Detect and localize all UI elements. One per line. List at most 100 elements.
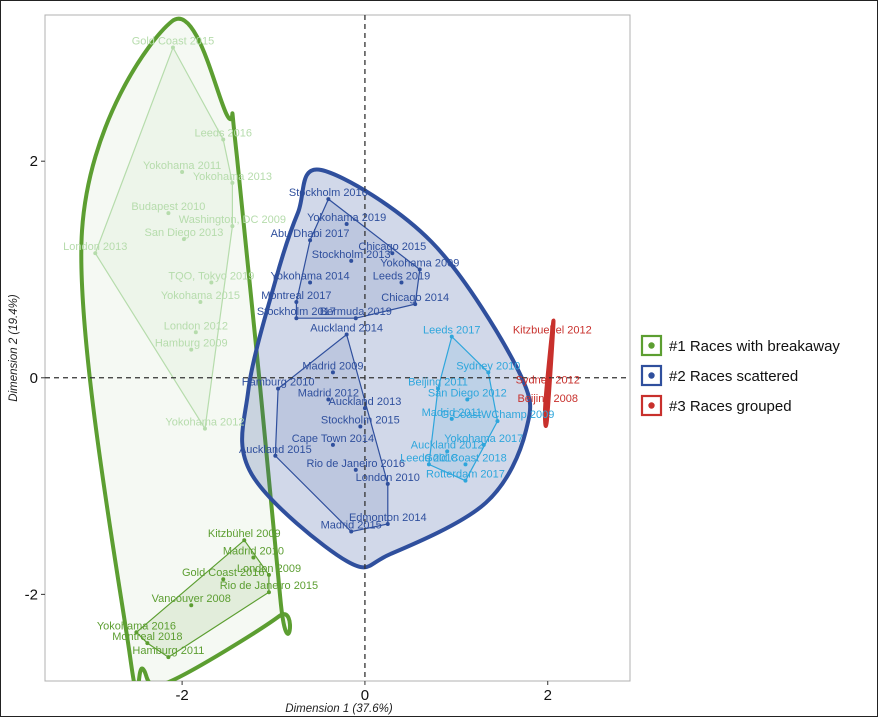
point-bermuda-2019 [353,316,358,321]
point-cape-town-2014 [330,442,335,447]
y-tick-label: 0 [30,370,38,387]
point-yokohama-2017 [481,442,486,447]
point-label-stockholm-2016: Stockholm 2016 [289,187,368,199]
point-label-montreal-2018: Montreal 2018 [112,631,182,643]
point-madrid-2015 [349,529,354,534]
point-label-rio-de-janeiro-2016: Rio de Janeiro 2016 [307,458,405,470]
point-label-madrid-2015: Madrid 2015 [321,520,382,532]
point-label-beijing-2008: Beijing 2008 [517,393,578,405]
x-tick-label: -2 [175,687,188,704]
point-label-stockholm-2015: Stockholm 2015 [321,415,400,427]
point-chicago-2014 [413,302,418,307]
point-label-yokohama-2014: Yokohama 2014 [271,270,350,282]
point-yokohama-2012 [202,426,207,431]
point-label-yokohama-2015: Yokohama 2015 [161,290,240,302]
point-sydney-2010 [486,370,491,375]
point-label-tqo-tokyo-2019: TQO, Tokyo 2019 [168,270,254,282]
point-beijing-2011 [436,386,441,391]
point-gold-coast-2018 [463,462,468,467]
point-label-san-diego-2013: San Diego 2013 [144,227,223,239]
point-label-madrid-2012: Madrid 2012 [298,387,359,399]
point-auckland-2012 [445,449,450,454]
point-stockholm-2016 [326,197,331,202]
point-label-rotterdam-2017: Rotterdam 2017 [426,469,505,481]
point-budapest-2010 [166,211,171,216]
point-hamburg-2010 [276,386,281,391]
point-label-gold-coast-2015: Gold Coast 2015 [132,35,215,47]
cluster-2-boundary [240,167,533,570]
point-sydney-2012 [545,384,550,389]
point-label-leeds-2017: Leeds 2017 [423,325,481,337]
point-madrid-2010 [251,555,256,560]
point-label-gold-coast-2018: Gold Coast 2018 [424,452,507,464]
point-auckland-2014 [344,332,349,337]
point-beijing-2008 [545,402,550,407]
point-label-leeds-2016: Leeds 2016 [194,128,252,140]
point-label-madrid-2010: Madrid 2010 [223,546,284,558]
point-label-auckland-2015: Auckland 2015 [239,444,312,456]
point-label-yokohama-2017: Yokohama 2017 [444,433,523,445]
point-label-auckland-2013: Auckland 2013 [329,396,402,408]
point-label-abu-dhabi-2017: Abu Dhabi 2017 [271,228,350,240]
point-rio-de-janeiro-2015 [266,590,271,595]
point-label-kitzb-hel-2009: Kitzbühel 2009 [208,528,281,540]
point-label-cape-town-2014: Cape Town 2014 [292,433,374,445]
point-yokohama-2014 [308,280,313,285]
point-auckland-2013 [362,406,367,411]
point-label-sydney-2010: Sydney 2010 [456,360,520,372]
point-yokohama-2013 [230,180,235,185]
legend-label: #3 Races grouped [669,398,792,415]
point-label-yokohama-2011: Yokohama 2011 [143,160,221,172]
point-san-diego-2013 [181,237,186,242]
point-label-yokohama-2019: Yokohama 2019 [307,212,386,224]
point-gold-coast-2016 [221,577,226,582]
x-tick-label: 0 [361,687,369,704]
point-label-stockholm-2013: Stockholm 2013 [312,249,391,261]
point-label-beijing-2011: Beijing 2011 [408,377,468,389]
point-london-2013 [93,251,98,256]
point-chicago-2015 [390,251,395,256]
point-abu-dhabi-2017 [308,238,313,243]
point-madrid-2009 [330,370,335,375]
legend-label: #1 Races with breakaway [669,338,840,355]
point-label-budapest-2010: Budapest 2010 [131,201,205,213]
point-label-san-diego-2012: San Diego 2012 [428,387,507,399]
legend-label: #2 Races scattered [669,368,798,385]
point-london-2012 [193,330,198,335]
point-hamburg-2009 [189,347,194,352]
point-label-madrid-2009: Madrid 2009 [302,360,363,372]
point-tqo-tokyo-2019 [209,280,214,285]
point-yokohama-2016 [134,630,139,635]
point-leeds-2017 [449,334,454,339]
point-london-2010 [385,481,390,486]
point-hamburg-2011 [166,655,171,660]
point-washington-dc-2009 [230,224,235,229]
point-rotterdam-2017 [463,478,468,483]
point-label-leeds-2019: Leeds 2019 [373,270,431,282]
point-label-auckland-2012: Auckland 2012 [411,439,484,451]
point-yokohama-2015 [198,299,203,304]
point-label-montreal-2017: Montreal 2017 [261,290,331,302]
point-san-diego-2012 [465,397,470,402]
point-rio-de-janeiro-2016 [353,467,358,472]
point-montreal-2018 [145,641,150,646]
point-label-yokohama-2009: Yokohama 2009 [380,257,459,269]
point-madrid-2011 [449,416,454,421]
point-label-london-2010: London 2010 [356,472,420,484]
point-label-stockholm-2017: Stockholm 2017 [257,306,336,318]
point-leeds-2016 [221,137,226,142]
point-kitzbuehel-2012 [550,334,555,339]
point-auckland-2015 [273,453,278,458]
y-tick-label: -2 [25,586,38,603]
point-label-london-2009: London 2009 [237,563,301,575]
point-gold-coast-2015 [170,45,175,50]
point-label-hamburg-2009: Hamburg 2009 [155,338,228,350]
point-label-kitzbuehel-2012: Kitzbuehel 2012 [513,325,592,337]
plot-panel [44,14,631,682]
point-label-bermuda-2019: Bermuda 2019 [320,306,392,318]
point-label-london-2012: London 2012 [164,320,228,332]
point-label-yokohama-2012: Yokohama 2012 [165,417,244,429]
point-stockholm-2017 [294,316,299,321]
